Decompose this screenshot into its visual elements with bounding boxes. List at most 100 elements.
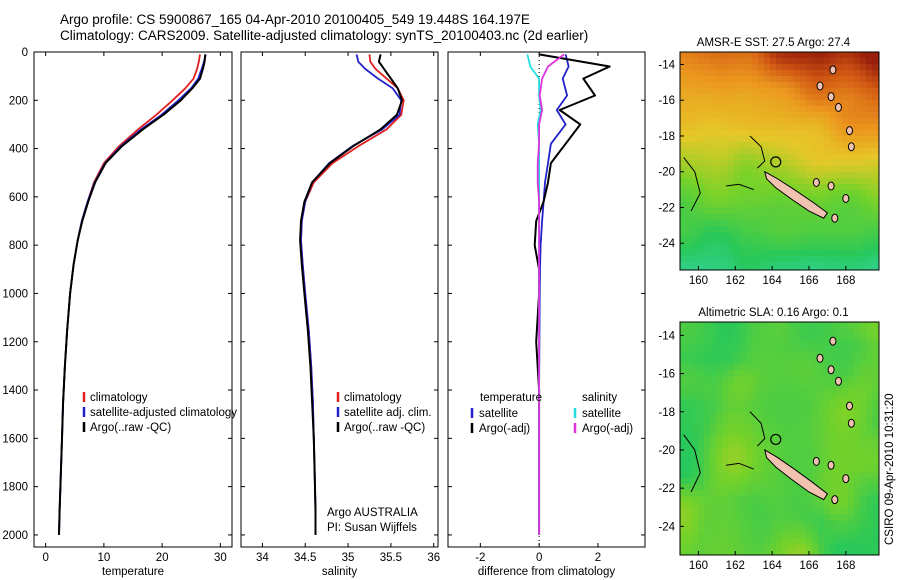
map-cell xyxy=(758,424,765,431)
map-cell xyxy=(704,472,711,479)
reef-contour xyxy=(749,411,766,447)
map-cell xyxy=(860,256,867,263)
map-cell xyxy=(866,148,873,155)
reef-contour xyxy=(725,183,754,191)
map-cell xyxy=(752,358,759,365)
map-cell xyxy=(782,112,789,119)
map-cell xyxy=(740,538,747,545)
new-caledonia-land xyxy=(763,448,829,501)
map-cell xyxy=(734,490,741,497)
map-cell xyxy=(836,490,843,497)
map-cell xyxy=(794,202,801,209)
map-cell xyxy=(848,490,855,497)
map-cell xyxy=(842,520,849,527)
map-cell xyxy=(686,202,693,209)
map-cell xyxy=(710,382,717,389)
map-cell xyxy=(848,508,855,515)
map-cell xyxy=(704,322,711,329)
map-cell xyxy=(842,490,849,497)
map-cell xyxy=(698,154,705,161)
map-cell xyxy=(848,460,855,467)
map-cell xyxy=(836,136,843,143)
salinity-xlabel: salinity xyxy=(322,566,357,578)
map-cell xyxy=(848,520,855,527)
map-cell xyxy=(758,214,765,221)
map-cell xyxy=(830,508,837,515)
map-cell xyxy=(836,520,843,527)
map-cell xyxy=(836,406,843,413)
map-cell xyxy=(728,508,735,515)
map-cell xyxy=(842,550,849,555)
map-cell xyxy=(770,502,777,509)
sla_map-panel: 160 162 164 166 168-14-16-18-20-22-24Altimet… xyxy=(658,307,880,572)
map-cell xyxy=(722,370,729,377)
map-cell xyxy=(722,244,729,251)
map-cell xyxy=(866,226,873,233)
map-cell xyxy=(800,544,807,551)
map-cell xyxy=(686,460,693,467)
map-cell xyxy=(704,358,711,365)
temperature-xtick-label: 0 xyxy=(42,552,48,564)
map-cell xyxy=(698,466,705,473)
map-cell xyxy=(686,238,693,245)
map-cell xyxy=(734,376,741,383)
map-cell xyxy=(746,58,753,65)
map-cell xyxy=(692,118,699,125)
map-cell xyxy=(854,334,861,341)
map-cell xyxy=(782,148,789,155)
map-cell xyxy=(788,322,795,329)
map-cell xyxy=(848,472,855,479)
map-cell xyxy=(722,424,729,431)
map-cell xyxy=(698,52,705,59)
map-cell xyxy=(854,364,861,371)
map-cell xyxy=(752,256,759,263)
map-cell xyxy=(722,484,729,491)
map-cell xyxy=(686,466,693,473)
map-cell xyxy=(740,250,747,257)
map-cell xyxy=(788,118,795,125)
map-cell xyxy=(752,82,759,89)
map-cell xyxy=(734,220,741,227)
map-cell xyxy=(740,358,747,365)
map-cell xyxy=(752,418,759,425)
map-cell xyxy=(692,100,699,107)
map-cell xyxy=(686,538,693,545)
sst_map-ytick-label: -14 xyxy=(658,60,675,72)
map-cell xyxy=(716,178,723,185)
map-cell xyxy=(728,370,735,377)
map-cell xyxy=(722,256,729,263)
map-cell xyxy=(812,526,819,533)
map-cell xyxy=(854,376,861,383)
temperature-xlabel: temperature xyxy=(102,566,164,578)
map-cell xyxy=(854,220,861,227)
map-cell xyxy=(686,424,693,431)
map-cell xyxy=(872,190,879,197)
map-cell xyxy=(710,442,717,449)
map-cell xyxy=(704,52,711,59)
map-cell xyxy=(716,424,723,431)
map-cell xyxy=(710,412,717,419)
map-cell xyxy=(842,466,849,473)
map-cell xyxy=(716,442,723,449)
map-cell xyxy=(734,214,741,221)
map-cell xyxy=(710,430,717,437)
map-cell xyxy=(872,202,879,209)
island xyxy=(846,401,854,411)
map-cell xyxy=(710,424,717,431)
map-cell xyxy=(830,160,837,167)
map-cell xyxy=(770,520,777,527)
map-cell xyxy=(746,424,753,431)
map-cell xyxy=(782,250,789,257)
map-cell xyxy=(728,76,735,83)
map-cell xyxy=(734,412,741,419)
map-cell xyxy=(824,430,831,437)
map-cell xyxy=(806,526,813,533)
map-cell xyxy=(698,244,705,251)
map-cell xyxy=(776,424,783,431)
island xyxy=(834,102,842,112)
map-cell xyxy=(836,526,843,533)
map-cell xyxy=(704,424,711,431)
map-cell xyxy=(806,454,813,461)
map-cell xyxy=(710,262,717,269)
map-cell xyxy=(872,100,879,107)
